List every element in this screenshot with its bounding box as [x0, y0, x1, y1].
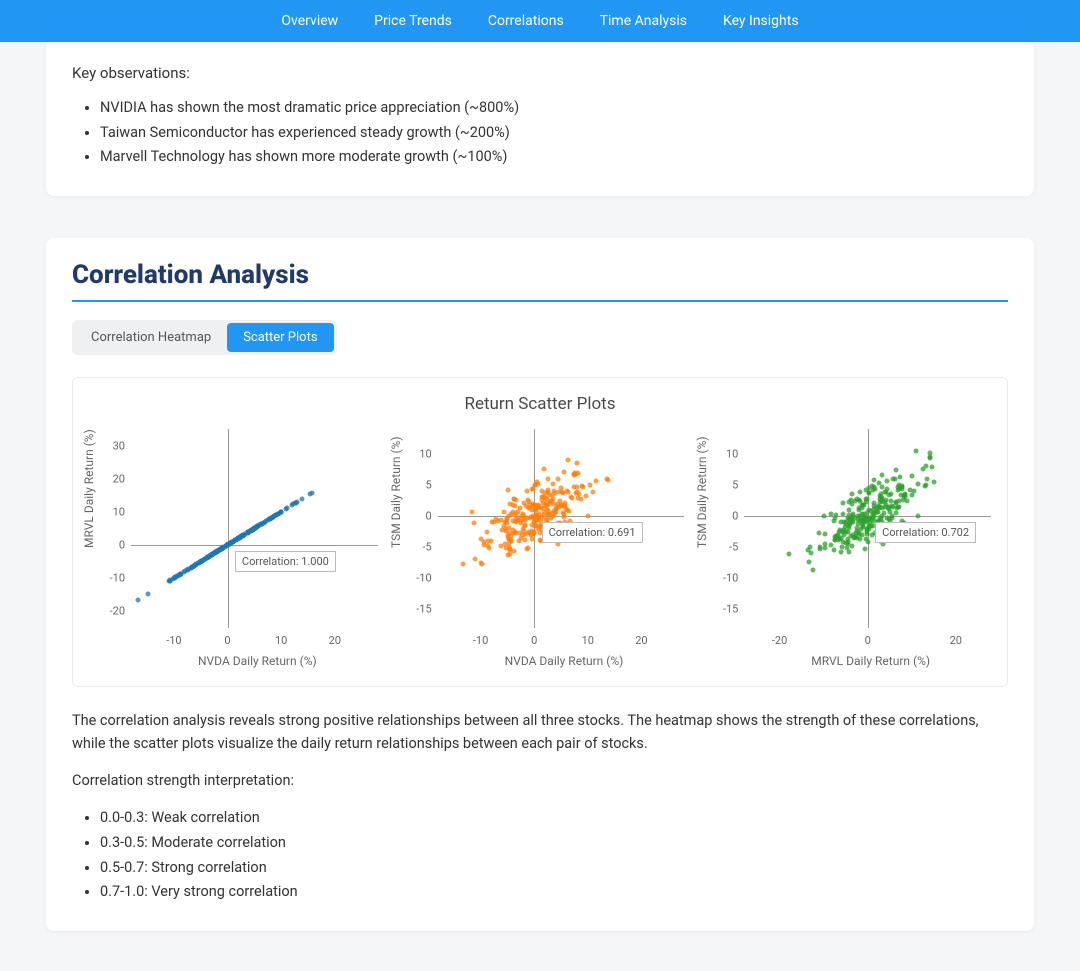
observations-list: NVIDIA has shown the most dramatic price…	[72, 96, 1008, 170]
plot-area: -15-10-50510-1001020Correlation: 0.691	[438, 428, 685, 628]
y-tick: -10	[99, 572, 125, 585]
x-tick: 20	[635, 634, 647, 647]
y-tick: 5	[712, 478, 738, 491]
y-tick: 10	[99, 505, 125, 518]
nav-price-trends[interactable]: Price Trends	[374, 13, 452, 29]
y-tick: -20	[99, 605, 125, 618]
nav-overview[interactable]: Overview	[281, 13, 338, 29]
y-tick: -15	[406, 603, 432, 616]
y-tick: 0	[712, 509, 738, 522]
y-axis-label: TSM Daily Return (%)	[695, 436, 709, 548]
plot-area: -15-10-50510-20020Correlation: 0.702	[744, 428, 991, 628]
observations-heading: Key observations:	[72, 64, 1008, 82]
x-tick: 10	[582, 634, 594, 647]
correlation-description: The correlation analysis reveals strong …	[72, 709, 1008, 755]
y-tick: -5	[712, 541, 738, 554]
x-tick: -20	[772, 634, 787, 647]
x-tick: 0	[531, 634, 537, 647]
tab-heatmap[interactable]: Correlation Heatmap	[75, 323, 227, 352]
correlation-card: Correlation Analysis Correlation Heatmap…	[46, 238, 1034, 931]
y-axis-label: MRVL Daily Return (%)	[82, 429, 96, 548]
x-tick: 0	[224, 634, 230, 647]
scatter-row: MRVL Daily Return (%)-20-100102030-10010…	[83, 428, 997, 668]
interpretation-item: 0.7-1.0: Very strong correlation	[100, 880, 1008, 905]
interpretation-heading: Correlation strength interpretation:	[72, 769, 1008, 792]
interpretation-item: 0.5-0.7: Strong correlation	[100, 856, 1008, 881]
observation-item: NVIDIA has shown the most dramatic price…	[100, 96, 1008, 121]
tab-scatter[interactable]: Scatter Plots	[227, 323, 333, 352]
nav-correlations[interactable]: Correlations	[488, 13, 564, 29]
scatter-panel: TSM Daily Return (%)-15-10-50510-1001020…	[390, 428, 691, 668]
y-tick: 10	[712, 447, 738, 460]
nav-key-insights[interactable]: Key Insights	[723, 13, 799, 29]
y-axis-label: TSM Daily Return (%)	[389, 436, 403, 548]
y-tick: -10	[712, 572, 738, 585]
y-tick: 0	[99, 539, 125, 552]
x-tick: 0	[865, 634, 871, 647]
y-tick: 0	[406, 509, 432, 522]
correlation-description-block: The correlation analysis reveals strong …	[72, 709, 1008, 905]
y-tick: 5	[406, 478, 432, 491]
plot-area: -20-100102030-1001020Correlation: 1.000	[131, 428, 378, 628]
x-tick: -10	[166, 634, 181, 647]
x-tick: -10	[473, 634, 488, 647]
correlation-annotation: Correlation: 1.000	[235, 551, 336, 572]
y-tick: 10	[406, 447, 432, 460]
navbar: Overview Price Trends Correlations Time …	[0, 0, 1080, 42]
nav-time-analysis[interactable]: Time Analysis	[600, 13, 687, 29]
chart-title: Return Scatter Plots	[83, 394, 997, 414]
x-axis-label: MRVL Daily Return (%)	[744, 654, 997, 668]
y-tick: 30	[99, 439, 125, 452]
observation-item: Taiwan Semiconductor has experienced ste…	[100, 121, 1008, 146]
y-tick: -10	[406, 572, 432, 585]
x-axis-label: NVDA Daily Return (%)	[438, 654, 691, 668]
scatter-panel: MRVL Daily Return (%)-20-100102030-10010…	[83, 428, 384, 668]
correlation-annotation: Correlation: 0.702	[875, 522, 976, 543]
correlation-title: Correlation Analysis	[72, 260, 1008, 290]
scatter-panel: TSM Daily Return (%)-15-10-50510-20020Co…	[696, 428, 997, 668]
interpretation-list: 0.0-0.3: Weak correlation 0.3-0.5: Moder…	[72, 806, 1008, 905]
y-tick: -5	[406, 541, 432, 554]
section-rule	[72, 300, 1008, 302]
observations-card: Key observations: NVIDIA has shown the m…	[46, 42, 1034, 196]
interpretation-item: 0.3-0.5: Moderate correlation	[100, 831, 1008, 856]
scatter-chart-card: Return Scatter Plots MRVL Daily Return (…	[72, 377, 1008, 687]
y-tick: -15	[712, 603, 738, 616]
x-tick: 20	[950, 634, 962, 647]
correlation-tabs: Correlation Heatmap Scatter Plots	[72, 320, 337, 355]
x-axis-label: NVDA Daily Return (%)	[131, 654, 384, 668]
correlation-annotation: Correlation: 0.691	[542, 522, 643, 543]
x-tick: 20	[329, 634, 341, 647]
x-tick: 10	[275, 634, 287, 647]
observation-item: Marvell Technology has shown more modera…	[100, 145, 1008, 170]
interpretation-item: 0.0-0.3: Weak correlation	[100, 806, 1008, 831]
y-tick: 20	[99, 472, 125, 485]
